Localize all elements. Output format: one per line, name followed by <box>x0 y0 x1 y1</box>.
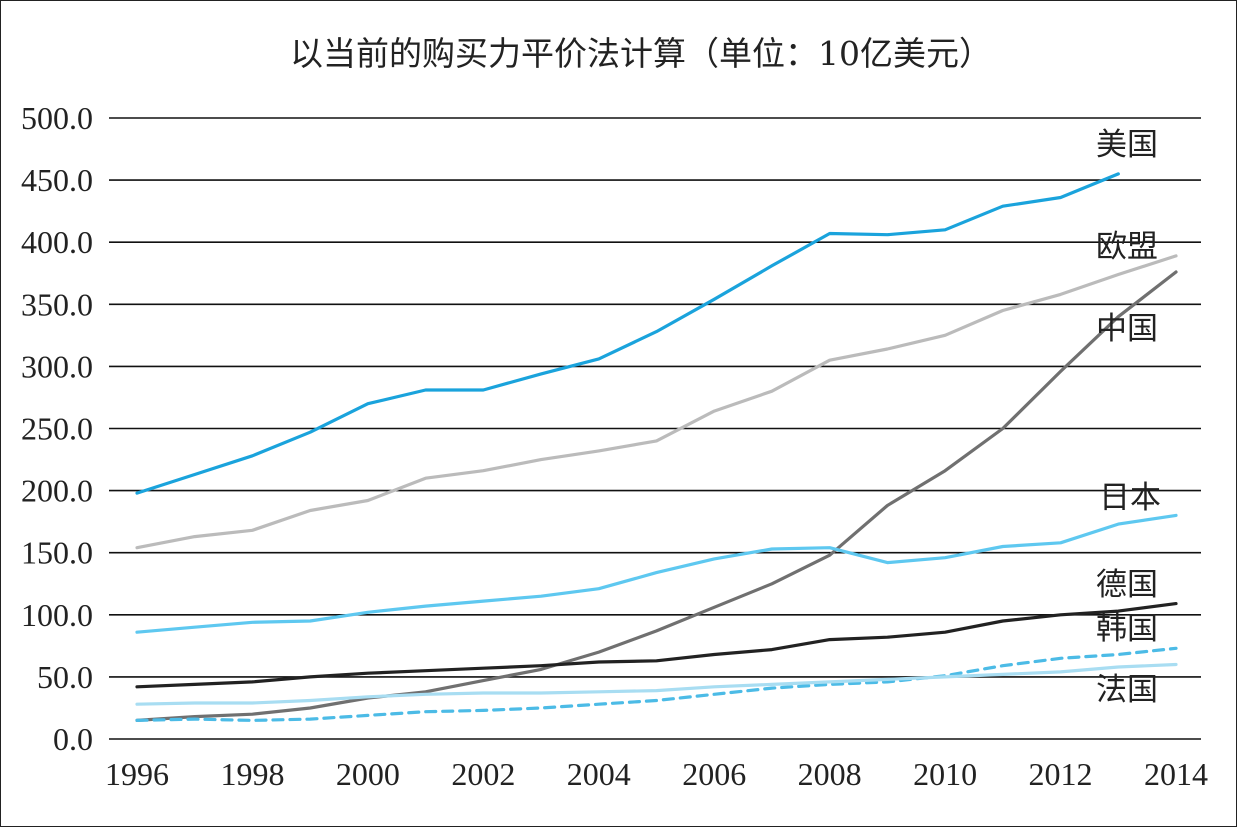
y-tick-label: 0.0 <box>53 721 93 757</box>
series-line-0 <box>135 172 1120 495</box>
y-tick-label: 100.0 <box>21 597 93 633</box>
series-label-4: 德国 <box>1096 567 1158 603</box>
series-line-4 <box>135 601 1178 689</box>
series-label-1: 欧盟 <box>1096 229 1158 265</box>
y-tick-label: 500.0 <box>21 100 93 136</box>
series-line-2 <box>135 270 1178 723</box>
y-tick-label: 450.0 <box>21 162 93 198</box>
x-tick-label: 1996 <box>105 756 169 792</box>
y-tick-label: 150.0 <box>21 535 93 571</box>
series-label-6: 法国 <box>1096 672 1158 708</box>
x-tick-label: 1998 <box>220 756 284 792</box>
y-tick-label: 300.0 <box>21 348 93 384</box>
series-lines <box>135 172 1178 723</box>
y-tick-label: 250.0 <box>21 411 93 447</box>
x-tick-label: 2008 <box>798 756 862 792</box>
x-tick-label: 2002 <box>451 756 515 792</box>
x-tick-label: 2004 <box>567 756 631 792</box>
series-line-5 <box>135 646 1178 723</box>
y-tick-label: 400.0 <box>21 224 93 260</box>
series-label-3: 日本 <box>1099 480 1161 516</box>
series-line-6 <box>135 662 1178 706</box>
series-label-5: 韩国 <box>1096 611 1158 647</box>
x-axis-ticks: 1996 1998 2000 2002 2004 2006 2008 2010 2012 2014 <box>105 756 1208 792</box>
chart-title: 以当前的购买力平价法计算（单位：10亿美元） <box>290 34 992 73</box>
x-tick-label: 2014 <box>1144 756 1208 792</box>
y-tick-label: 200.0 <box>21 473 93 509</box>
series-label-0: 美国 <box>1096 127 1158 163</box>
y-tick-label: 50.0 <box>37 659 93 695</box>
y-tick-label: 350.0 <box>21 286 93 322</box>
series-line-3 <box>135 513 1178 634</box>
x-tick-label: 2006 <box>682 756 746 792</box>
x-tick-label: 2012 <box>1029 756 1093 792</box>
x-tick-label: 2000 <box>336 756 400 792</box>
series-label-2: 中国 <box>1096 311 1158 347</box>
grid-lines <box>109 117 1201 740</box>
x-tick-label: 2010 <box>913 756 977 792</box>
series-line-1 <box>135 254 1178 550</box>
y-axis-ticks: 0.0 50.0 100.0 150.0 200.0 250.0 300.0 350.0 400… <box>21 100 93 757</box>
